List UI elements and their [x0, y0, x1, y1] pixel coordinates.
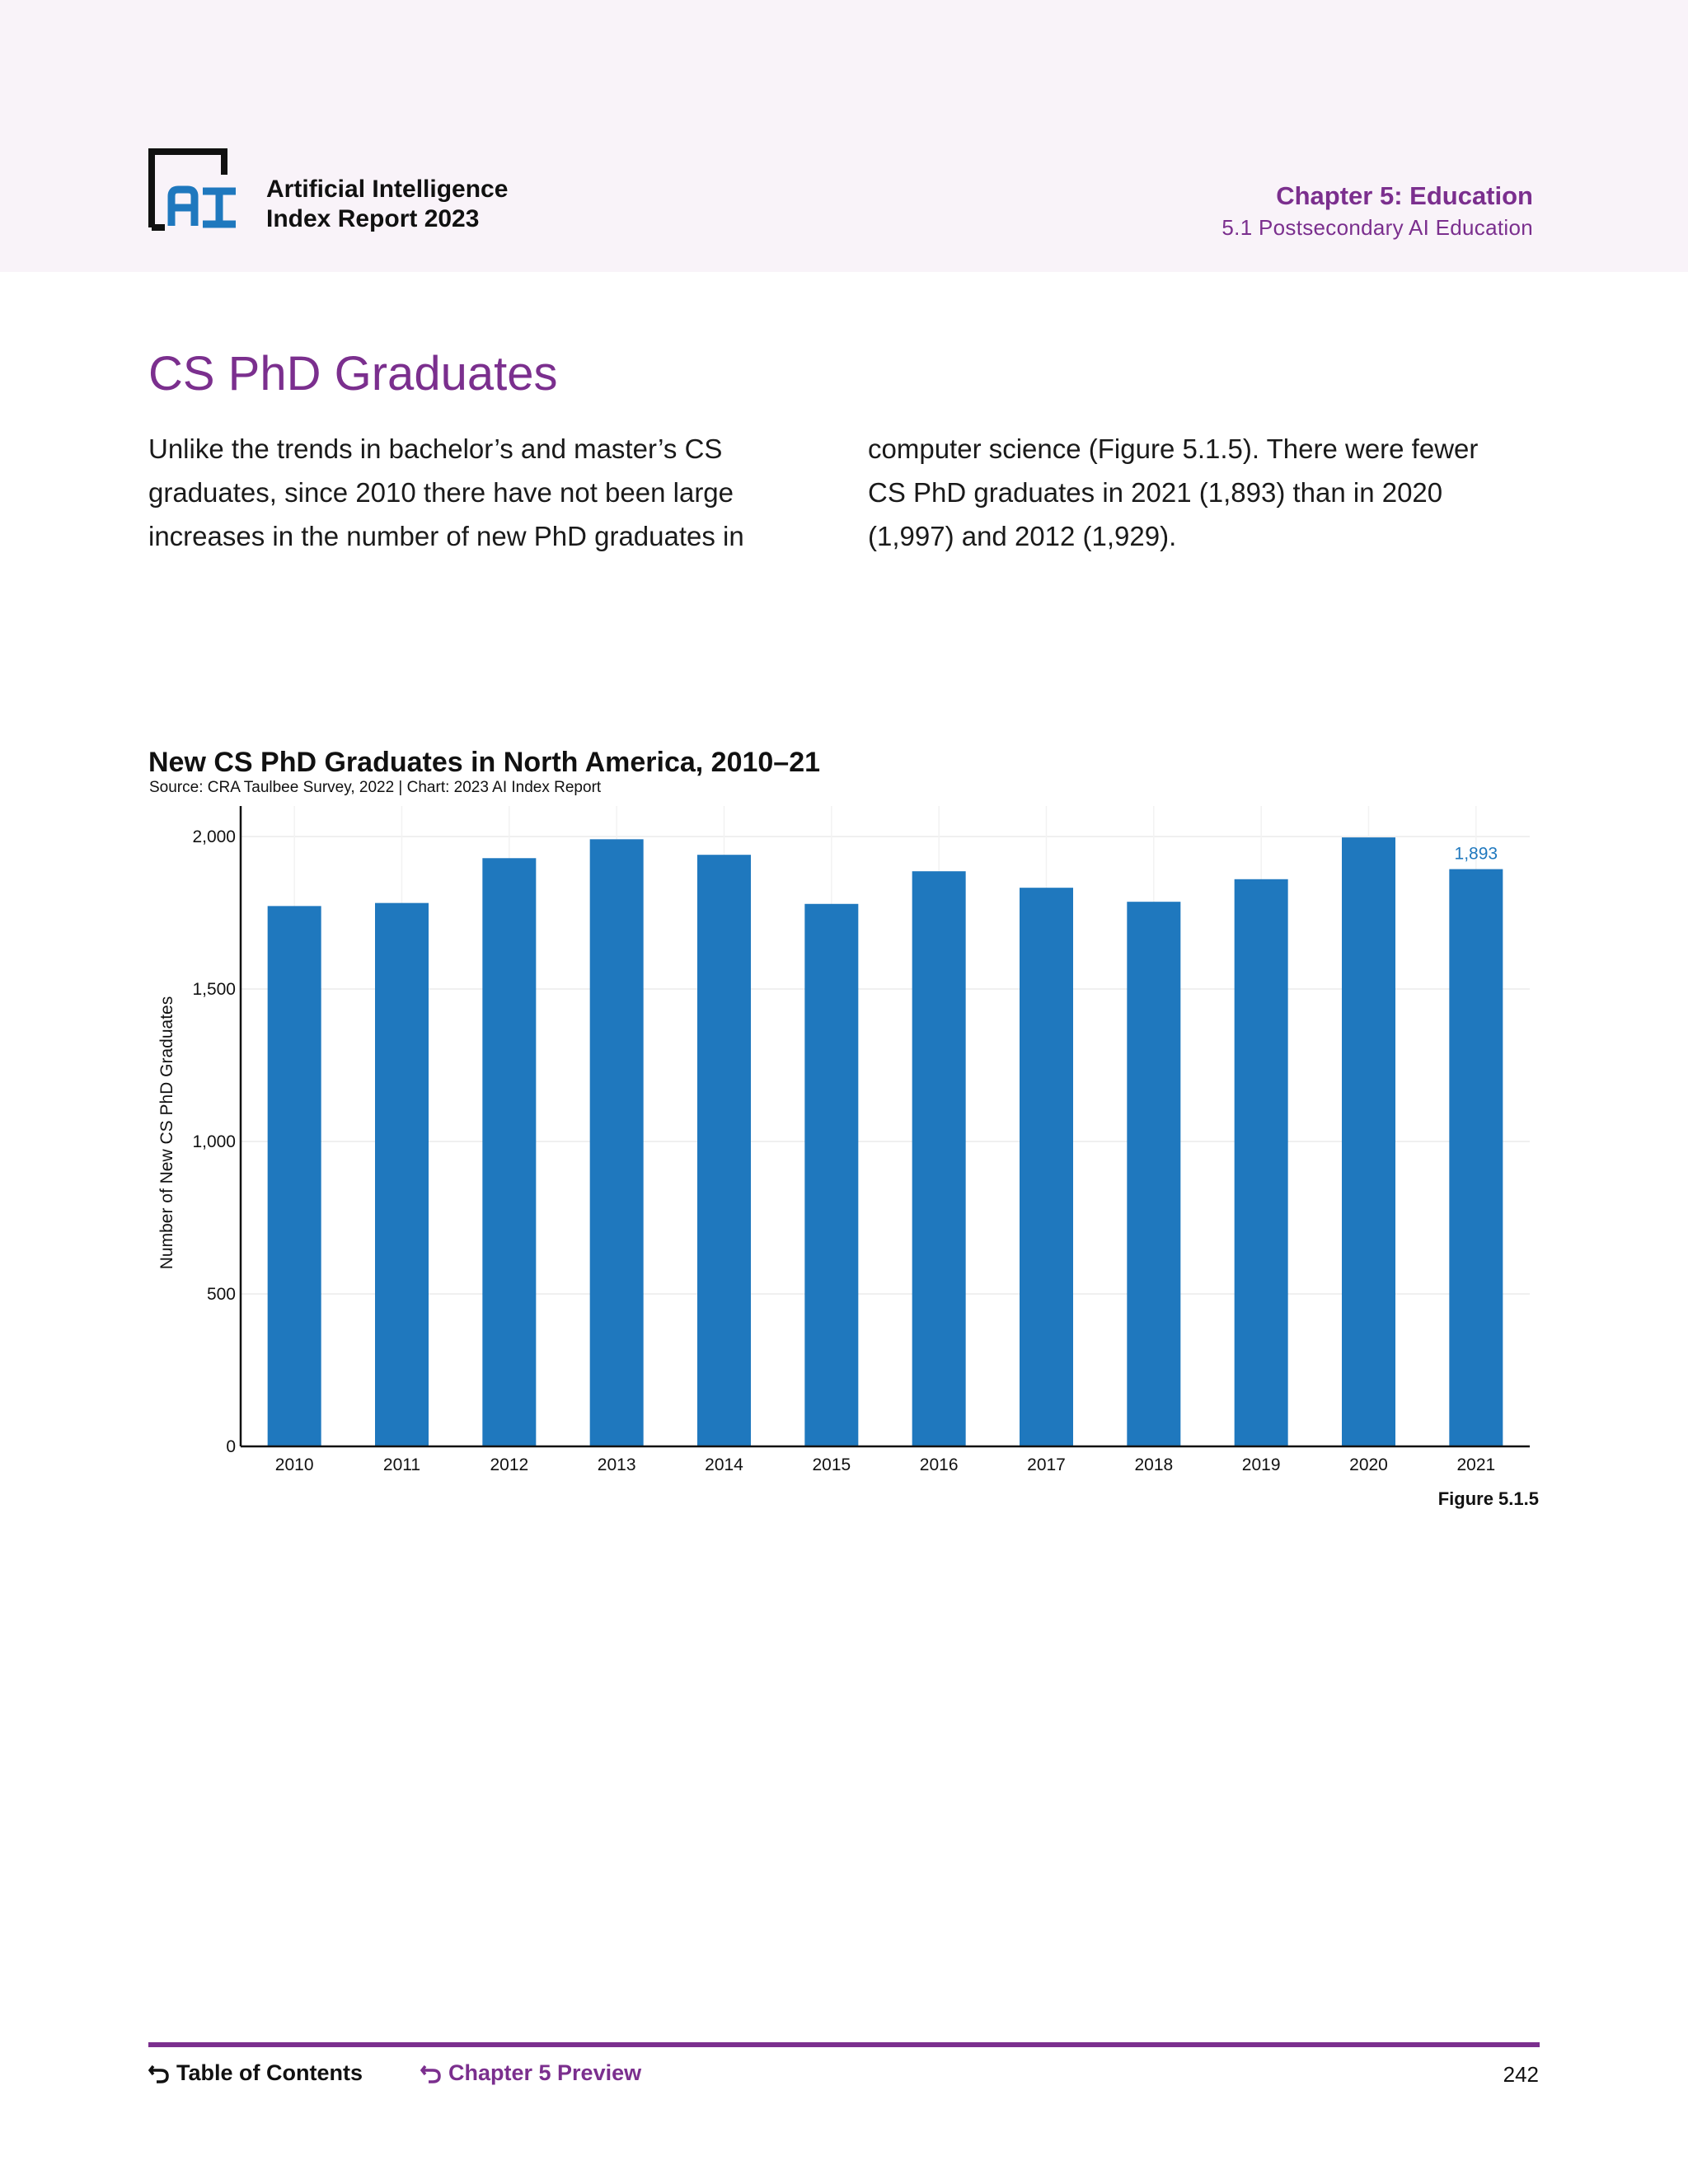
table-of-contents-link[interactable]: Table of Contents	[148, 2060, 363, 2086]
section-subtitle: 5.1 Postsecondary AI Education	[1221, 215, 1533, 240]
bar-2018	[1127, 902, 1181, 1446]
bar-2012	[482, 858, 537, 1446]
bar-2010	[267, 906, 321, 1446]
y-tick-label: 500	[207, 1285, 236, 1304]
page-number: 242	[1503, 2062, 1539, 2087]
y-tick-label: 1,500	[192, 980, 236, 999]
bar-chart: 0 500 1,000 1,500 2,000 2010 2011 2012 2013 2014 2…	[157, 806, 1530, 1474]
chart-title: New CS PhD Graduates in North America, 2…	[148, 747, 821, 778]
bar-2015	[804, 903, 859, 1446]
y-tick-label: 0	[226, 1437, 236, 1456]
report-name: Artificial Intelligence Index Report 202…	[266, 175, 508, 234]
data-label-2021: 1,893	[1455, 845, 1498, 864]
x-tick-label: 2015	[812, 1455, 851, 1474]
chart-source: Source: CRA Taulbee Survey, 2022 | Chart…	[149, 779, 602, 796]
footer-divider	[148, 2042, 1540, 2047]
bar-2017	[1020, 888, 1073, 1446]
chapter-preview-link[interactable]: Chapter 5 Preview	[420, 2060, 641, 2086]
y-tick-label: 2,000	[192, 827, 236, 846]
x-tick-label: 2014	[705, 1455, 743, 1474]
x-tick-label: 2011	[383, 1455, 420, 1474]
x-tick-label: 2018	[1134, 1455, 1173, 1474]
bar-2011	[375, 902, 429, 1446]
bar-2014	[697, 855, 751, 1446]
x-tick-label: 2016	[920, 1455, 959, 1474]
y-axis-title: Number of New CS PhD Graduates	[157, 996, 176, 1269]
body-text-right: computer science (Figure 5.1.5). There w…	[868, 434, 1479, 551]
report-name-line-1: Artificial Intelligence	[266, 176, 509, 203]
bar-2016	[912, 871, 966, 1446]
return-arrow-icon	[420, 2064, 441, 2083]
section-title: CS PhD Graduates	[148, 347, 558, 401]
x-tick-label: 2013	[598, 1455, 636, 1474]
x-tick-label: 2012	[490, 1455, 528, 1474]
chapter-preview-label: Chapter 5 Preview	[448, 2060, 642, 2085]
x-tick-label: 2010	[275, 1455, 314, 1474]
x-tick-label: 2021	[1456, 1455, 1495, 1474]
x-tick-label: 2020	[1349, 1455, 1388, 1474]
body-text-left: Unlike the trends in bachelor’s and mast…	[148, 434, 744, 551]
report-name-line-2: Index Report 2023	[266, 205, 480, 232]
table-of-contents-label: Table of Contents	[176, 2060, 363, 2085]
chapter-title: Chapter 5: Education	[1276, 181, 1533, 210]
bar-2013	[589, 839, 644, 1446]
bar-2021	[1449, 869, 1503, 1446]
figure-label: Figure 5.1.5	[1437, 1488, 1539, 1509]
return-arrow-icon	[148, 2064, 169, 2083]
page-header: Artificial Intelligence Index Report 202…	[0, 0, 1688, 272]
x-tick-label: 2017	[1027, 1455, 1066, 1474]
bar-2019	[1234, 879, 1288, 1446]
ai-index-logo-icon	[148, 148, 236, 231]
chapter-heading: Chapter 5: Education 5.1 Postsecondary A…	[1221, 180, 1533, 242]
x-tick-label: 2019	[1242, 1455, 1281, 1474]
y-tick-label: 1,000	[192, 1132, 236, 1151]
bar-2020	[1342, 837, 1395, 1446]
